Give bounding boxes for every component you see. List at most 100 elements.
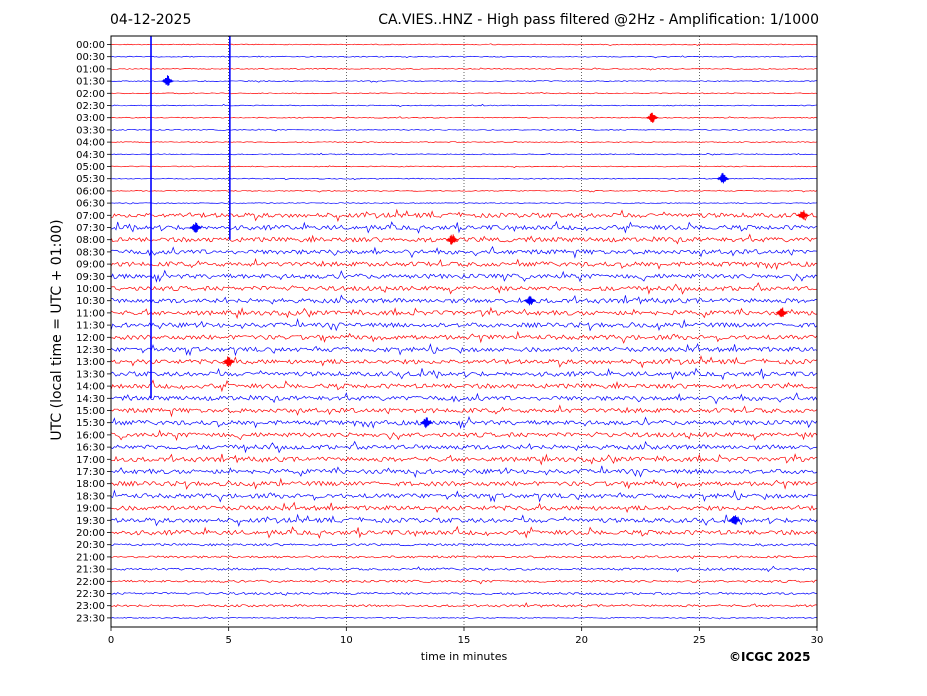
- seismic-trace: [110, 465, 818, 479]
- seismic-trace: [110, 404, 818, 418]
- y-tick-label: 18:30: [76, 491, 105, 502]
- y-tick-label: 20:30: [76, 540, 105, 551]
- seismic-trace: [110, 379, 818, 393]
- y-tick-label: 02:00: [76, 89, 105, 100]
- y-tick-label: 14:00: [76, 382, 105, 393]
- event-burst: [161, 75, 174, 86]
- y-tick-label: 07:30: [76, 223, 105, 234]
- y-tick-label: 15:00: [76, 406, 105, 417]
- x-tick-label: 15: [458, 635, 471, 646]
- seismic-trace: [110, 416, 818, 430]
- y-tick-label: 06:30: [76, 199, 105, 210]
- chart-title: CA.VIES..HNZ - High pass filtered @2Hz -…: [378, 12, 819, 28]
- seismic-trace: [110, 55, 818, 59]
- y-tick-label: 01:30: [76, 77, 105, 88]
- y-tick-label: 22:00: [76, 577, 105, 588]
- event-burst: [523, 295, 537, 306]
- y-tick-label: 19:30: [76, 516, 105, 527]
- seismic-trace: [110, 525, 818, 539]
- y-tick-label: 17:00: [76, 455, 105, 466]
- y-tick-label: 21:00: [76, 552, 105, 563]
- x-tick-label: 25: [693, 635, 706, 646]
- x-tick-label: 5: [225, 635, 231, 646]
- y-tick-label: 21:30: [76, 565, 105, 576]
- y-tick-label: 16:00: [76, 430, 105, 441]
- seismic-trace: [110, 282, 818, 295]
- seismic-trace: [110, 616, 818, 620]
- y-tick-label: 08:30: [76, 247, 105, 258]
- copyright-label: ©ICGC 2025: [729, 650, 811, 664]
- seismic-trace: [110, 269, 818, 283]
- seismic-trace: [110, 440, 818, 454]
- seismic-trace: [110, 257, 818, 271]
- y-tick-label: 18:00: [76, 479, 105, 490]
- seismic-trace: [110, 306, 818, 320]
- seismic-trace: [110, 330, 818, 344]
- seismic-trace: [110, 67, 818, 71]
- y-tick-label: 19:00: [76, 504, 105, 515]
- y-tick-label: 22:30: [76, 589, 105, 600]
- y-tick-label: 17:30: [76, 467, 105, 478]
- event-burst: [222, 356, 235, 367]
- event-burst: [646, 112, 659, 123]
- seismic-trace: [110, 294, 818, 305]
- gridlines: [228, 36, 700, 627]
- chart-date: 04-12-2025: [110, 12, 192, 28]
- x-tick-label: 10: [340, 635, 353, 646]
- seismic-trace: [110, 220, 818, 234]
- y-tick-label: 12:30: [76, 345, 105, 356]
- seismic-trace: [110, 116, 818, 119]
- y-tick-label: 05:00: [76, 162, 105, 173]
- y-tick-label: 00:00: [76, 40, 105, 51]
- seismic-trace: [110, 103, 818, 107]
- y-tick-label: 04:30: [76, 150, 105, 161]
- seismic-trace: [110, 80, 818, 83]
- x-axis-label: time in minutes: [420, 650, 508, 663]
- events: [161, 75, 810, 525]
- x-ticks: 0 5 10 15 20 25 30: [108, 627, 823, 646]
- seismic-trace: [110, 343, 818, 357]
- seismic-trace: [110, 578, 818, 585]
- y-tick-label: 15:30: [76, 418, 105, 429]
- y-tick-label: 00:30: [76, 52, 105, 63]
- plot-frame: [110, 35, 818, 628]
- seismic-trace: [110, 602, 818, 608]
- seismic-trace: [110, 177, 818, 181]
- y-tick-label: 08:00: [76, 235, 105, 246]
- seismic-trace: [110, 453, 818, 466]
- y-tick-label: 23:30: [76, 613, 105, 624]
- seismic-trace: [110, 43, 818, 46]
- x-tick-label: 20: [575, 635, 588, 646]
- traces: [110, 43, 818, 620]
- seismic-trace: [110, 429, 818, 442]
- y-tick-label: 03:00: [76, 113, 105, 124]
- y-tick-label: 20:00: [76, 528, 105, 539]
- seismic-trace: [110, 392, 818, 405]
- y-tick-label: 09:30: [76, 272, 105, 283]
- y-tick-label: 07:00: [76, 211, 105, 222]
- seismic-trace: [110, 591, 818, 596]
- seismic-trace: [110, 245, 818, 259]
- seismic-trace: [110, 128, 818, 132]
- seismic-trace: [110, 318, 818, 332]
- y-tick-label: 05:30: [76, 174, 105, 185]
- seismic-trace: [110, 165, 818, 169]
- y-tick-label: 02:30: [76, 101, 105, 112]
- seismic-trace: [110, 367, 818, 381]
- event-burst: [420, 417, 433, 429]
- y-tick-label: 14:30: [76, 394, 105, 405]
- y-tick-label: 10:00: [76, 284, 105, 295]
- y-tick-label: 13:30: [76, 369, 105, 380]
- seismic-trace: [110, 555, 818, 560]
- seismic-trace: [110, 91, 818, 95]
- seismic-trace: [110, 477, 818, 490]
- event-burst: [796, 210, 810, 220]
- seismic-trace: [110, 141, 818, 143]
- y-tick-label: 11:30: [76, 321, 105, 332]
- y-tick-label: 23:00: [76, 601, 105, 612]
- seismic-trace: [110, 565, 818, 573]
- event-burst: [189, 222, 202, 233]
- seismic-trace: [110, 513, 818, 528]
- seismic-trace: [110, 543, 818, 547]
